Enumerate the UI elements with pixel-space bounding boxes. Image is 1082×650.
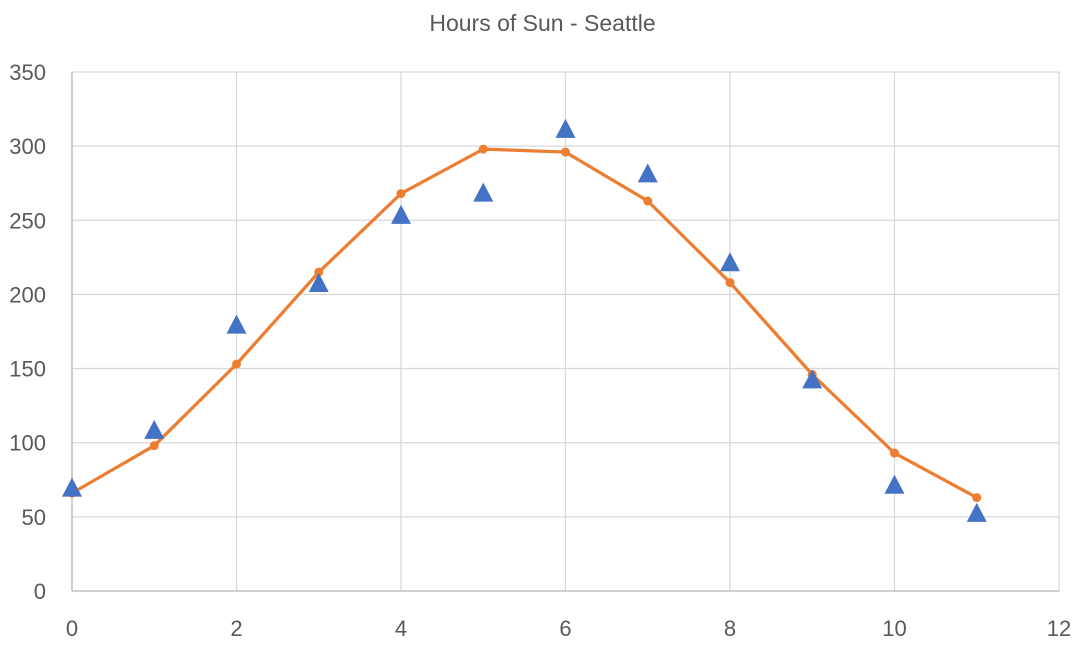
series-line [71,147,978,499]
triangle-point [884,474,905,494]
line-point [561,147,570,157]
x-tick-label: 12 [1047,616,1071,641]
triangle-point [391,204,411,224]
triangle-point [802,369,823,389]
triangle-point [637,163,658,183]
line-point [972,493,982,503]
y-tick-label: 200 [9,282,46,307]
triangle-point [226,314,247,334]
y-tick-label: 0 [34,579,46,604]
line-point [643,196,653,206]
x-tick-label: 4 [395,616,407,641]
y-tick-label: 50 [22,505,46,530]
line-point [396,189,406,199]
chart-title: Hours of Sun - Seattle [429,10,656,36]
axes [71,72,1059,592]
line-point [314,267,324,277]
y-tick-label: 350 [9,60,46,85]
triangle-point [720,252,740,272]
tick-labels: 0 50 100 150 200 250 300 350 0 2 4 6 8 10 12 [9,60,1071,641]
triangle-point [966,502,987,522]
y-tick-label: 300 [9,134,46,159]
y-tick-label: 100 [9,431,46,456]
line-point [149,441,159,451]
triangle-point [62,477,82,497]
scatter-series [62,118,987,522]
line-point [232,359,241,369]
line-point [890,448,899,458]
y-tick-label: 150 [9,357,46,382]
x-tick-label: 8 [724,616,736,641]
line-point [725,278,735,288]
triangle-point [308,273,329,293]
triangle-point [473,182,494,202]
x-tick-label: 10 [882,616,906,641]
series-layer [62,118,987,522]
x-tick-label: 0 [66,616,78,641]
triangle-point [144,419,165,439]
x-tick-label: 2 [230,616,242,641]
y-tick-label: 250 [9,208,46,233]
line-point [478,144,488,154]
line-series [67,144,982,503]
triangle-point [555,118,576,138]
x-tick-label: 6 [559,616,571,641]
